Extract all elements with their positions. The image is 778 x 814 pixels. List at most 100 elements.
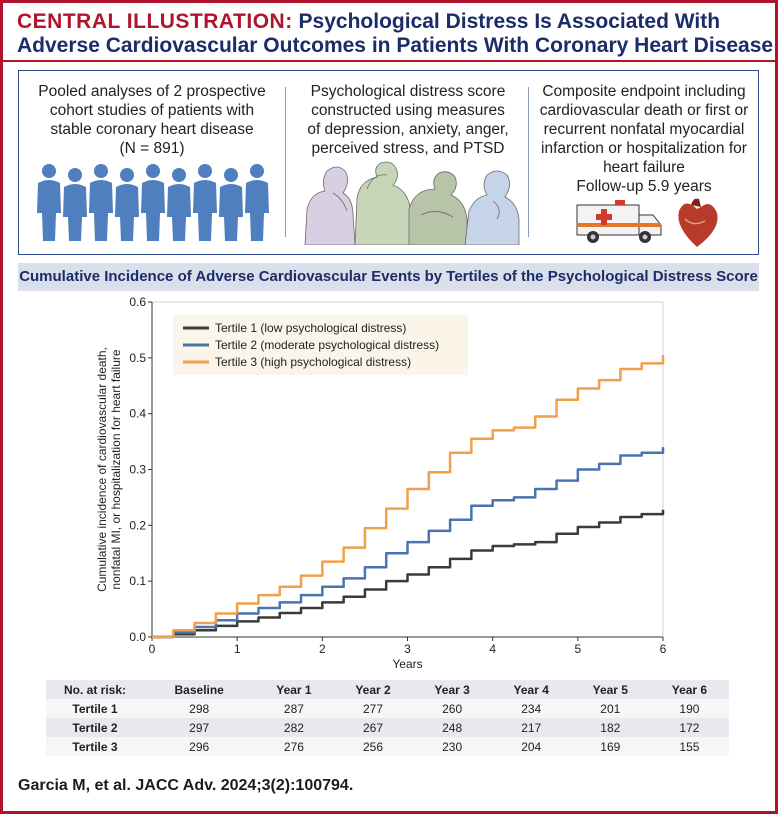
risk-row-label: Tertile 2 [46,718,144,737]
panel-3-text: Composite endpoint including cardiovascu… [533,82,755,196]
risk-cell: 182 [570,718,650,737]
risk-row-tertile-2: Tertile 2 297 282 267 248 217 182 172 [46,718,729,737]
ambulance-icon [576,200,662,243]
x-axis-label: Years [392,657,422,671]
person-icon [120,168,134,182]
person-icon [198,164,212,178]
person-icon [172,168,186,182]
panel-2-line: Psychological distress score [310,83,506,100]
person-icon [37,180,61,241]
risk-cell: 256 [333,737,413,756]
person-icon [89,180,113,241]
person-icon [167,184,191,241]
risk-cell: 298 [144,699,255,718]
risk-header-cell: Year 3 [412,680,492,699]
distressed-people-icon [304,161,520,245]
risk-cell: 172 [649,718,729,737]
person-icon [219,184,243,241]
risk-row-label: Tertile 1 [46,699,144,718]
people-silhouettes-icon [37,164,269,241]
series-line-tertile-3 [152,355,665,639]
person-icon [94,164,108,178]
cumulative-incidence-chart: 0 1 2 3 4 5 6 0.0 0.1 0.2 0.3 0.4 0.5 0.6 Tertile 1 (… [95,295,667,671]
panel-1-text: Pooled analyses of 2 prospective cohort … [27,82,277,158]
risk-cell: 287 [254,699,334,718]
y-tick-label: 0.6 [129,295,146,309]
axes: 0 1 2 3 4 5 6 0.0 0.1 0.2 0.3 0.4 0.5 0.6 [129,295,666,656]
ambulance-and-heart-icon [576,198,718,247]
risk-header-cell: Baseline [144,680,255,699]
risk-cell: 230 [412,737,492,756]
risk-row-tertile-1: Tertile 1 298 287 277 260 234 201 190 [46,699,729,718]
legend: Tertile 1 (low psychological distress) Te… [173,315,468,375]
risk-cell: 217 [491,718,571,737]
person-icon [146,164,160,178]
panel-1-line: stable coronary heart disease [50,121,254,138]
y-tick-label: 0.2 [129,518,146,532]
risk-cell: 267 [333,718,413,737]
risk-cell: 201 [570,699,650,718]
risk-cell: 260 [412,699,492,718]
y-tick-label: 0.3 [129,463,146,477]
risk-cell: 276 [254,737,334,756]
chart-header: Cumulative Incidence of Adverse Cardiova… [18,263,759,291]
title-divider [3,60,775,62]
panel-divider [285,87,286,237]
title-bar: CENTRAL ILLUSTRATION: Psychological Dist… [3,3,775,60]
y-tick-label: 0.1 [129,574,146,588]
risk-cell: 204 [491,737,571,756]
x-tick-label: 4 [489,642,496,656]
risk-cell: 234 [491,699,571,718]
person-icon [250,164,264,178]
summary-panels: Pooled analyses of 2 prospective cohort … [18,70,759,255]
legend-label-tertile-3: Tertile 3 (high psychological distress) [215,355,411,369]
legend-box [173,315,468,375]
panel-1-line: cohort studies of patients with [49,102,255,119]
y-tick-label: 0.4 [129,407,146,421]
risk-table-header: No. at risk: Baseline Year 1 Year 2 Year… [46,680,729,699]
y-axis-label-line-1: Cumulative incidence of cardiovascular d… [95,347,109,592]
panel-2-line: perceived stress, and PTSD [311,140,505,157]
panel-3-line: infarction or hospitalization for [541,140,747,157]
risk-cell: 277 [333,699,413,718]
legend-label-tertile-2: Tertile 2 (moderate psychological distre… [215,338,439,352]
risk-cell: 297 [144,718,255,737]
citation: Garcia M, et al. JACC Adv. 2024;3(2):100… [18,777,354,794]
panel-1-line: Pooled analyses of 2 prospective [38,83,266,100]
x-tick-label: 2 [319,642,326,656]
person-icon [63,184,87,241]
title-text-1: Psychological Distress Is Associated Wit… [298,10,721,33]
x-tick-label: 6 [660,642,667,656]
risk-cell: 282 [254,718,334,737]
panel-3-line: cardiovascular death or first or [539,102,749,119]
risk-cell: 296 [144,737,255,756]
legend-label-tertile-1: Tertile 1 (low psychological distress) [215,321,406,335]
risk-header-cell: Year 6 [649,680,729,699]
risk-cell: 190 [649,699,729,718]
risk-header-cell: Year 4 [491,680,571,699]
y-tick-label: 0.0 [129,630,146,644]
panel-1-line: (N = 891) [119,140,185,157]
panel-3-line: Follow-up 5.9 years [576,178,712,195]
x-tick-label: 0 [149,642,156,656]
series-lines [152,355,665,639]
person-icon [245,180,269,241]
x-tick-label: 5 [574,642,581,656]
x-tick-label: 3 [404,642,411,656]
person-icon [141,180,165,241]
risk-header-cell: No. at risk: [46,680,144,699]
panel-2-line: of depression, anxiety, anger, [307,121,509,138]
panel-2-text: Psychological distress score constructed… [291,82,525,158]
risk-cell: 155 [649,737,729,756]
risk-header-cell: Year 2 [333,680,413,699]
x-tick-label: 1 [234,642,241,656]
title-line-2: Adverse Cardiovascular Outcomes in Patie… [17,34,774,57]
person-icon [115,184,139,241]
plot-area: 0 1 2 3 4 5 6 0.0 0.1 0.2 0.3 0.4 0.5 0.6 Tertile 1 (… [129,295,666,656]
panel-3-line: recurrent nonfatal myocardial [543,121,745,138]
risk-row-tertile-3: Tertile 3 296 276 256 230 204 169 155 [46,737,729,756]
panel-2-line: constructed using measures [311,102,505,119]
heart-icon [678,198,718,247]
panel-3-line: Composite endpoint including [542,83,746,100]
